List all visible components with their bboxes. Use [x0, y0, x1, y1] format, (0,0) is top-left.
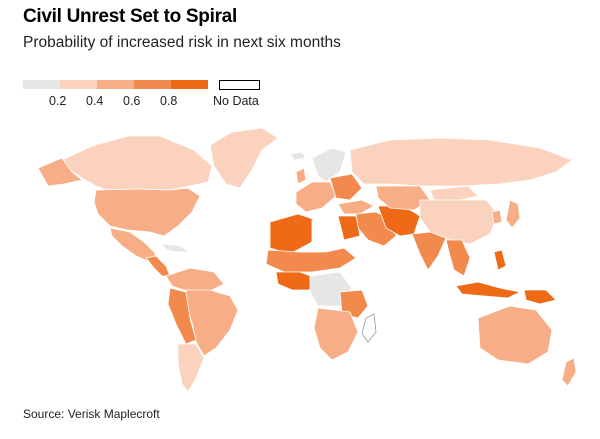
egypt	[337, 215, 361, 241]
china	[419, 199, 499, 245]
world-map	[37, 127, 577, 393]
mongolia	[429, 185, 479, 203]
chart-subtitle: Probability of increased risk in next si…	[23, 34, 341, 51]
papua-new-guinea	[523, 289, 557, 305]
central-asia	[375, 185, 431, 211]
turkey	[337, 199, 375, 215]
new-zealand	[561, 357, 577, 387]
southern-cone	[177, 343, 205, 393]
north-africa-west	[269, 213, 317, 255]
mexico	[109, 227, 157, 263]
indonesia	[455, 281, 521, 299]
philippines	[493, 249, 507, 271]
legend: 0.2 0.4 0.6 0.8 No Data	[23, 80, 263, 110]
source-note: Source: Verisk Maplecroft	[23, 407, 160, 421]
legend-swatch-no-data	[219, 80, 260, 90]
legend-tick-label: 0.2	[49, 94, 67, 108]
chart-title: Civil Unrest Set to Spiral	[23, 6, 237, 27]
madagascar	[361, 313, 377, 343]
scandinavia	[311, 147, 347, 183]
russia	[349, 137, 573, 187]
legend-tick-label: 0.4	[86, 94, 104, 108]
india	[411, 231, 447, 271]
southern-africa	[313, 307, 359, 361]
central-america	[145, 255, 171, 277]
horn-of-africa	[349, 257, 385, 289]
legend-swatch-2	[60, 80, 97, 89]
sahel	[265, 247, 357, 273]
andes	[167, 287, 197, 345]
legend-swatch-1	[23, 80, 60, 89]
legend-no-data-label: No Data	[213, 94, 259, 108]
korea	[491, 209, 503, 225]
usa	[93, 187, 201, 237]
southeast-asia	[445, 239, 471, 277]
legend-swatch-5	[171, 80, 208, 89]
caribbean	[161, 243, 191, 253]
east-africa	[339, 289, 369, 319]
iceland	[289, 151, 307, 161]
northern-south-america	[165, 267, 225, 293]
uk	[295, 167, 307, 185]
australia	[477, 305, 553, 365]
legend-tick-label: 0.6	[123, 94, 141, 108]
canada	[61, 135, 213, 191]
legend-swatch-3	[97, 80, 134, 89]
legend-swatch-4	[134, 80, 171, 89]
legend-tick-label: 0.8	[160, 94, 178, 108]
japan	[505, 199, 521, 229]
greenland	[209, 127, 279, 189]
north-africa-central	[311, 217, 343, 251]
western-europe	[295, 181, 337, 213]
eastern-europe	[329, 173, 363, 201]
alaska	[37, 157, 83, 187]
